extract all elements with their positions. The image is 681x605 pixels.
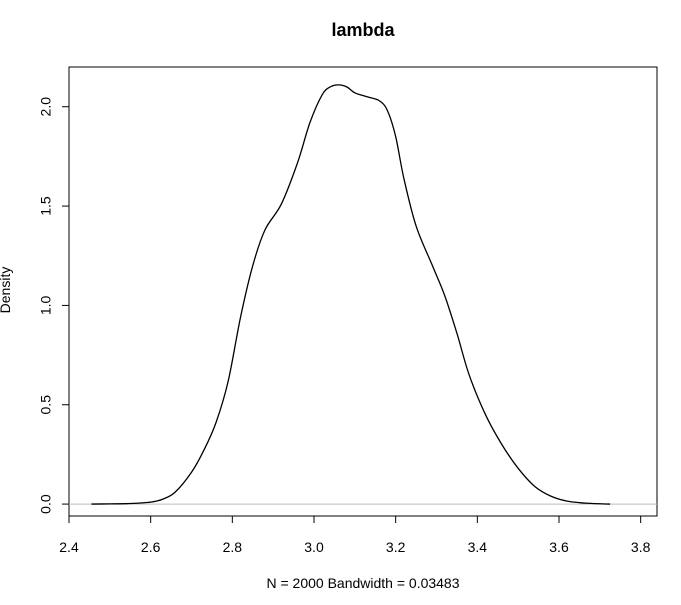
- x-tick-label: 3.2: [386, 539, 406, 555]
- x-tick-label: 3.0: [304, 539, 324, 555]
- y-tick-label: 1.0: [38, 295, 54, 315]
- x-axis: 2.4 2.6 2.8 3.0 3.2 3.4 3.6 3.8: [59, 515, 651, 555]
- density-curve: [91, 84, 611, 505]
- x-tick-label: 2.8: [223, 539, 243, 555]
- y-axis-label: Density: [0, 267, 13, 314]
- y-tick-label: 0.0: [38, 494, 54, 514]
- x-axis-label: N = 2000 Bandwidth = 0.03483: [266, 575, 459, 591]
- y-tick-label: 2.0: [38, 97, 54, 117]
- x-tick-label: 3.4: [468, 539, 488, 555]
- plot-box: [68, 66, 658, 517]
- x-tick-label: 2.6: [141, 539, 161, 555]
- y-axis: 0.0 0.5 1.0 1.5 2.0: [38, 97, 70, 514]
- y-tick-label: 0.5: [38, 395, 54, 415]
- x-tick-label: 2.4: [59, 539, 79, 555]
- y-tick-label: 1.5: [38, 196, 54, 216]
- x-tick-label: 3.6: [549, 539, 569, 555]
- chart-title: lambda: [331, 20, 395, 40]
- x-tick-label: 3.8: [631, 539, 651, 555]
